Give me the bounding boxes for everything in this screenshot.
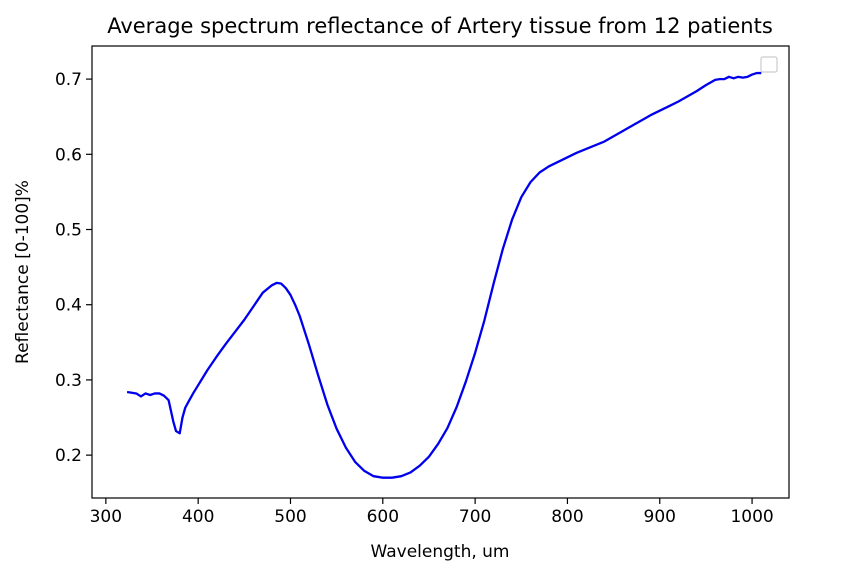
chart-title: Average spectrum reflectance of Artery t… xyxy=(107,14,773,38)
x-tick-label: 300 xyxy=(90,507,122,527)
y-tick-label: 0.4 xyxy=(55,296,82,316)
y-tick-label: 0.6 xyxy=(55,145,82,165)
x-tick-label: 900 xyxy=(644,507,676,527)
y-axis-label: Reflectance [0-100]% xyxy=(13,180,33,364)
plot-frame xyxy=(91,45,790,499)
y-axis: 0.2 0.3 0.4 0.5 0.6 0.7 xyxy=(55,70,92,466)
y-tick-label: 0.3 xyxy=(55,371,82,391)
x-tick-label: 1000 xyxy=(730,507,773,527)
y-tick-label: 0.5 xyxy=(55,221,82,241)
x-tick-label: 700 xyxy=(459,507,491,527)
y-tick-label: 0.7 xyxy=(55,70,82,90)
x-tick-label: 600 xyxy=(367,507,399,527)
series-line xyxy=(126,71,762,479)
x-tick-label: 800 xyxy=(551,507,583,527)
legend-box xyxy=(760,56,778,73)
y-tick-label: 0.2 xyxy=(55,446,82,466)
x-axis-label: Wavelength, um xyxy=(371,542,510,562)
x-tick-label: 400 xyxy=(182,507,214,527)
x-axis: 300 400 500 600 700 800 900 1000 xyxy=(90,498,774,527)
x-tick-label: 500 xyxy=(274,507,306,527)
